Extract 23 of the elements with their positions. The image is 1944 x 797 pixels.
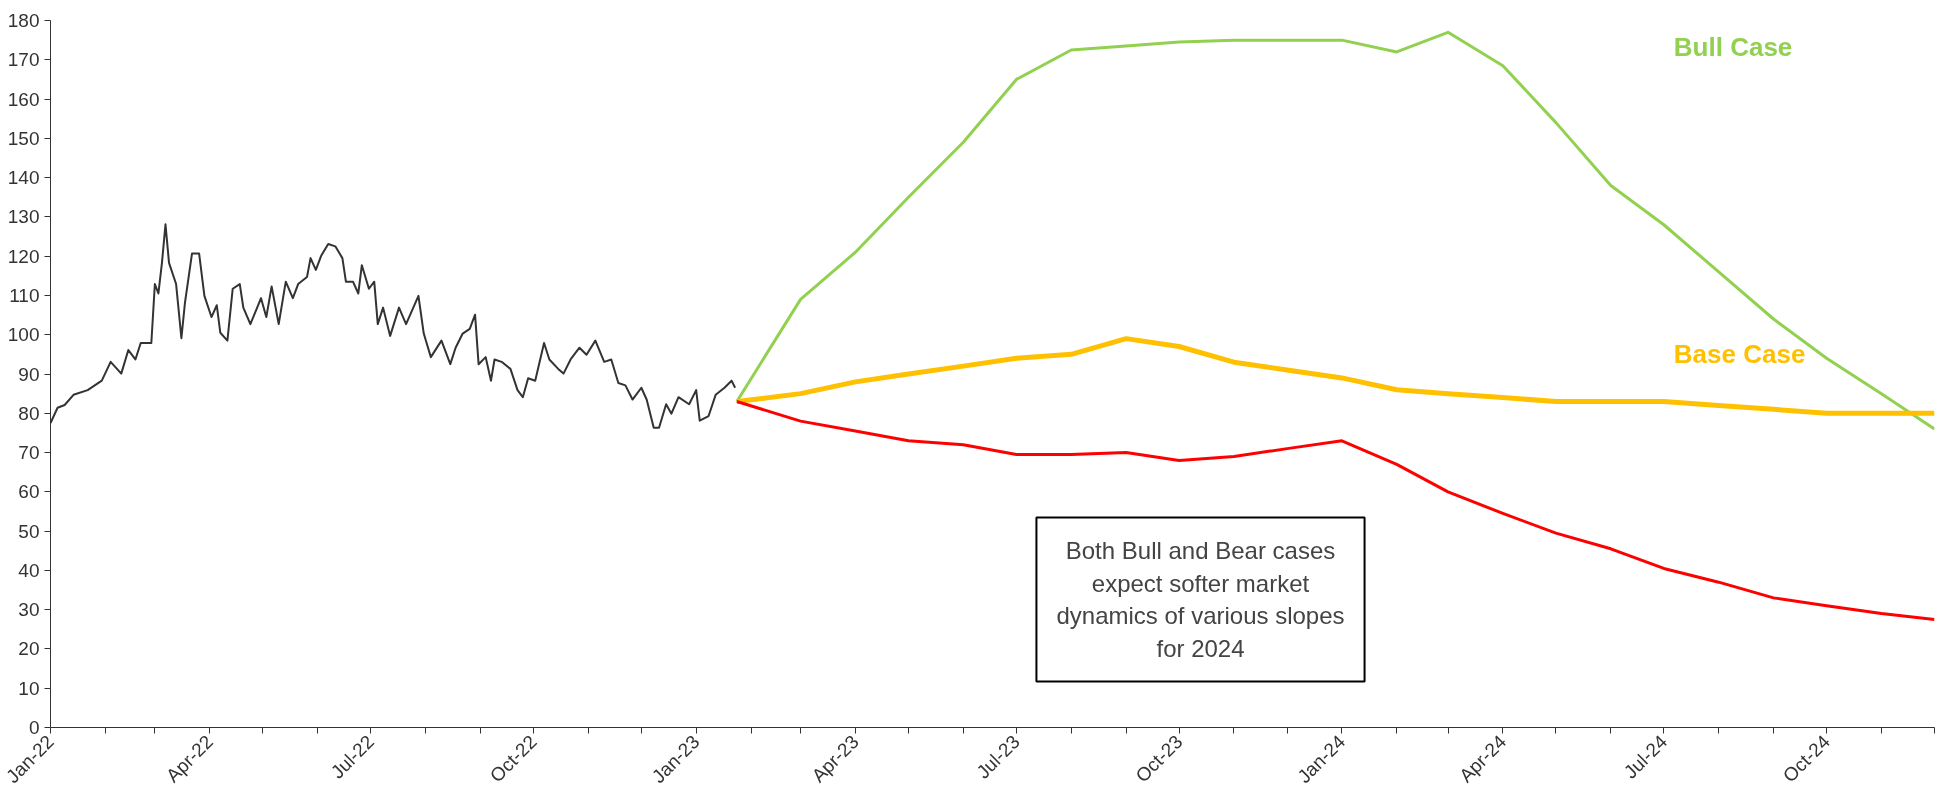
y-tick-label: 160 — [7, 88, 40, 110]
y-tick-label: 50 — [18, 520, 40, 542]
annotation: Both Bull and Bear cases expect softer market dynamics of various slopes for 2024 — [1056, 537, 1345, 662]
y-tick-label: 10 — [18, 677, 40, 699]
y-tick-label: 0 — [28, 717, 40, 738]
y-tick-label: 110 — [9, 284, 40, 306]
y-tick-label: 180 — [7, 10, 40, 31]
y-tick-label: 170 — [7, 49, 40, 71]
y-tick-label: 30 — [18, 599, 40, 621]
y-tick-label: 120 — [7, 245, 40, 267]
y-tick-label: 90 — [18, 363, 40, 385]
y-tick-label: 70 — [18, 442, 40, 464]
y-tick-label: 130 — [7, 206, 40, 228]
text: Bull Case — [1673, 32, 1793, 63]
y-tick-label: 140 — [7, 167, 40, 189]
y-tick-label: 100 — [7, 324, 40, 346]
y-tick-label: 80 — [18, 402, 40, 424]
y-tick-label: 150 — [7, 127, 40, 149]
y-tick-label: 60 — [18, 481, 40, 503]
y-tick-label: 40 — [18, 559, 40, 581]
y-tick-label: 20 — [18, 638, 40, 660]
line-series — [735, 30, 1935, 431]
series-label: Base Case — [1673, 338, 1806, 369]
